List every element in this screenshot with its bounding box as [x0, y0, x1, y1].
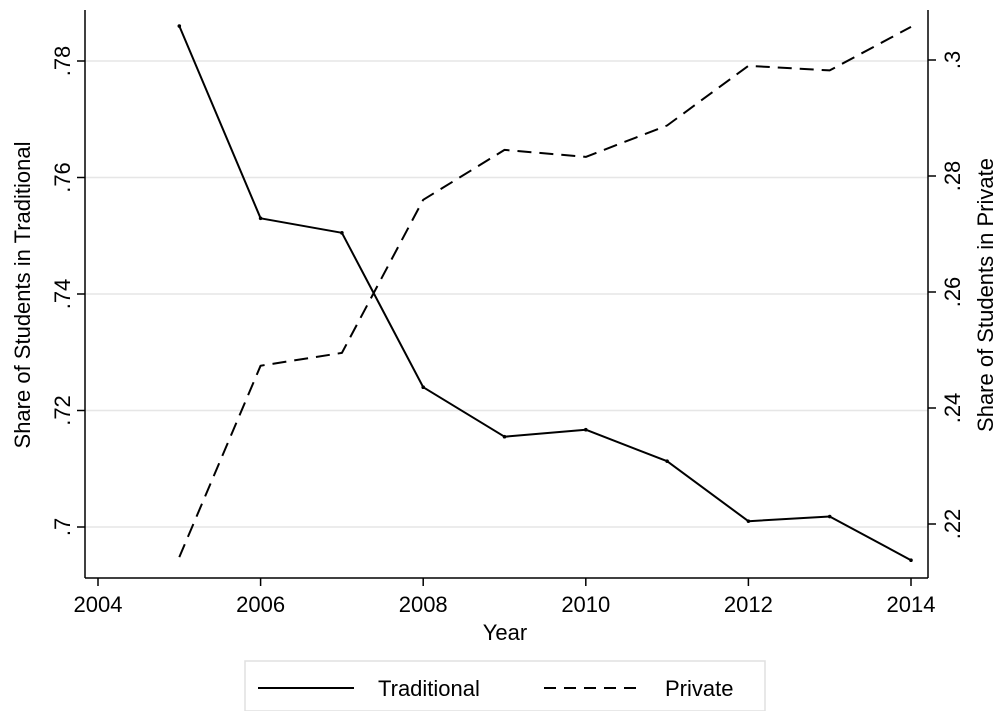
x-axis-ticks: 2004 2006 2008 2010 2012 2014: [74, 578, 936, 617]
right-y-tick-label: .3: [940, 51, 965, 69]
data-point: [665, 459, 669, 463]
data-point: [584, 427, 588, 432]
series-line-private: [178, 26, 912, 558]
legend-label-traditional: Traditional: [378, 676, 480, 701]
right-y-axis-ticks: .22 .24 .26 .28 .3: [928, 51, 965, 539]
left-y-axis-ticks: .7 .72 .74 .76 .78: [50, 46, 85, 536]
left-y-axis-title: Share of Students in Traditional: [10, 142, 35, 449]
left-y-tick-label: .72: [50, 395, 75, 426]
x-tick-label: 2014: [887, 592, 936, 617]
data-point: [258, 216, 263, 221]
x-tick-label: 2006: [236, 592, 285, 617]
data-point: [909, 558, 913, 563]
right-y-axis-title: Share of Students in Private: [973, 158, 998, 432]
legend-box: [244, 660, 766, 711]
x-tick-label: 2004: [74, 592, 123, 617]
data-point: [340, 231, 344, 235]
gridlines: [85, 60, 928, 528]
right-y-tick-label: .28: [940, 161, 965, 192]
data-point: [177, 24, 182, 28]
x-tick-label: 2012: [724, 592, 773, 617]
data-point: [502, 434, 507, 439]
x-tick-label: 2008: [399, 592, 448, 617]
data-point: [421, 385, 426, 390]
x-axis-title: Year: [483, 620, 527, 645]
right-y-tick-label: .22: [940, 509, 965, 540]
legend: Traditional Private: [244, 660, 766, 711]
left-y-tick-label: .7: [50, 518, 75, 536]
right-y-tick-label: .26: [940, 277, 965, 308]
x-tick-label: 2010: [561, 592, 610, 617]
data-point: [827, 514, 832, 519]
legend-label-private: Private: [665, 676, 733, 701]
right-y-tick-label: .24: [940, 393, 965, 424]
data-point: [746, 519, 751, 523]
series-line-traditional: [178, 25, 912, 562]
left-y-tick-label: .74: [50, 279, 75, 310]
series-lines: [177, 24, 913, 563]
left-y-tick-label: .76: [50, 162, 75, 193]
left-y-tick-label: .78: [50, 46, 75, 77]
